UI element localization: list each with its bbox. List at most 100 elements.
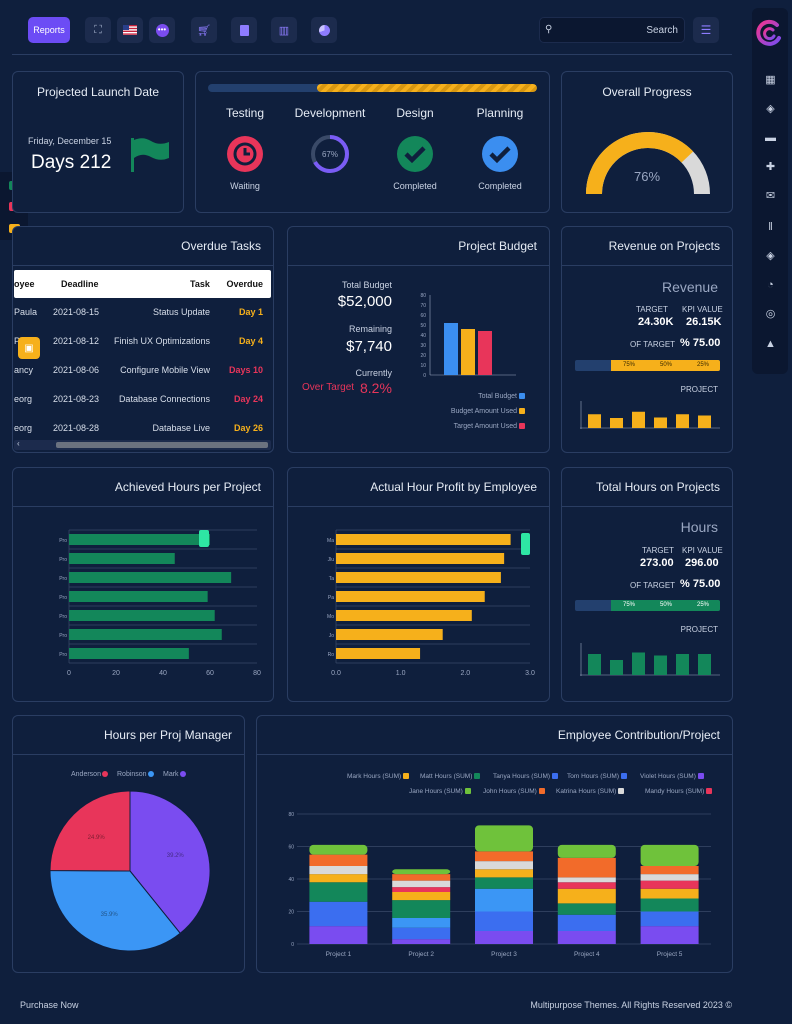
x-tick: Project 1 <box>326 951 352 958</box>
stack-segment <box>309 844 368 855</box>
revenue-sparkbars <box>580 401 720 429</box>
legend-dot <box>179 771 186 778</box>
revenue-project-label: PROJECT <box>680 385 718 394</box>
overall-gauge <box>586 132 710 195</box>
contribution-legend-item: Violet Hours (SUM) <box>640 773 704 780</box>
stack-segment <box>640 844 699 866</box>
x-tick: Project 4 <box>574 951 600 958</box>
lock-icon[interactable]: ◎ <box>765 308 776 320</box>
cube-icon[interactable]: ◈ <box>766 103 775 115</box>
over-target-label: Over Target <box>302 382 355 393</box>
legend-label: Katrina Hours (SUM) <box>556 788 617 795</box>
legend-dot <box>147 771 154 778</box>
legend-swatch <box>403 773 410 780</box>
stack-segment <box>640 874 699 881</box>
stack-segment <box>557 931 616 944</box>
contribution-card: Employee Contribution/Project Mark Hours… <box>256 715 733 973</box>
hours-target-label: TARGET <box>642 546 674 555</box>
dashboard-icon[interactable]: ▦ <box>765 74 776 86</box>
floating-action-button[interactable]: ▣ <box>18 337 40 359</box>
card-divider <box>13 265 273 266</box>
stack-segment <box>557 914 616 931</box>
stack-segment <box>640 888 699 899</box>
budget-legend-item: Budget Amount Used <box>451 408 525 415</box>
contribution-title: Employee Contribution/Project <box>557 728 720 742</box>
overall-progress-title: Overall Progress <box>602 85 692 99</box>
hbar <box>336 648 421 659</box>
stage-name: Development <box>294 106 366 120</box>
fullscreen-button[interactable]: ⛶ <box>85 17 111 43</box>
spark-bar <box>654 417 667 428</box>
cell-employee: eorg <box>14 423 33 433</box>
hours-of-target-label: OF TARGET <box>630 581 676 590</box>
budget-legend-item: Total Budget <box>478 393 525 400</box>
menu-button[interactable]: ☰ <box>693 17 719 43</box>
layout-button[interactable]: ▥ <box>271 17 297 43</box>
pm-legend-item: Mark <box>163 771 186 778</box>
scroll-left-icon[interactable]: ‹ <box>17 439 20 448</box>
x-tick: 3.0 <box>525 670 535 676</box>
y-tick: 0 <box>291 942 294 948</box>
total-hours-title: Total Hours on Projects <box>595 480 720 494</box>
contribution-legend-item: Katrina Hours (SUM) <box>556 788 625 795</box>
table-scrollbar[interactable]: ‹ <box>14 439 271 450</box>
x-tick: 1.0 <box>396 670 406 676</box>
reports-button[interactable]: Reports <box>28 17 70 43</box>
library-icon[interactable]: ‖ <box>768 221 773 233</box>
hbar <box>336 629 443 640</box>
legend-swatch <box>519 393 525 400</box>
hours-segment-bar: 75% 50% 25% <box>575 600 720 611</box>
overdue-tasks-title: Overdue Tasks <box>181 239 261 253</box>
stack-segment <box>640 911 699 927</box>
currently-label: Currently <box>355 368 392 378</box>
contribution-legend-item: John Hours (SUM) <box>483 788 545 795</box>
right-rail: ▦ ◈ ▬ ✚ ✉ ‖ ◈ ◔ ◎ ▲ <box>752 8 788 374</box>
legend-label: Robinson <box>117 771 147 778</box>
hour-profit-chart: Ma Jlu Ta Pa Mo Jo Ro 0.0 1.0 2.0 3.0 <box>327 529 535 676</box>
spark-bar <box>632 652 645 675</box>
table-row: Paula 2021-08-15 Status Update Day 1 <box>14 307 271 321</box>
scrollbar-thumb[interactable] <box>56 442 268 448</box>
box-icon[interactable]: ◈ <box>766 250 775 262</box>
over-target-value: 8.2% <box>360 380 392 396</box>
spark-bar <box>588 414 601 428</box>
cart-button[interactable]: 🛒︎ <box>191 17 217 43</box>
globe-icon[interactable]: ◔ <box>767 279 774 291</box>
y-tick: 20 <box>420 353 426 359</box>
document-button[interactable] <box>231 17 257 43</box>
card-divider <box>288 506 549 507</box>
budget-chart: 0 10 20 30 40 50 60 70 80 <box>420 293 516 379</box>
pie-slice <box>129 790 211 934</box>
stack-segment <box>557 882 616 889</box>
cell-deadline: 2021-08-12 <box>53 336 100 346</box>
contribution-legend-item: Matt Hours (SUM) <box>420 773 481 780</box>
budget-legend-item: Target Amount Used <box>454 423 525 430</box>
legend-swatch <box>697 773 704 780</box>
legend-swatch <box>618 788 625 795</box>
puzzle-icon[interactable]: ✚ <box>765 161 776 173</box>
search-icon: ⚲ <box>545 24 553 35</box>
hbar <box>69 572 232 583</box>
segment-50: 50% <box>660 362 673 368</box>
x-tick: 0.0 <box>331 670 341 676</box>
mail-icon[interactable]: ✉ <box>765 190 776 202</box>
purchase-link[interactable]: Purchase Now <box>20 1000 79 1010</box>
chat-icon: ••• <box>155 23 169 37</box>
stack-segment <box>475 861 533 870</box>
chart-button[interactable] <box>311 17 337 43</box>
folder-icon[interactable]: ▬ <box>765 132 776 144</box>
y-tick: 60 <box>420 313 426 319</box>
stage-name: Design <box>396 106 434 120</box>
search-input[interactable]: ⚲ Search <box>539 17 685 43</box>
check-icon <box>397 136 433 172</box>
card-divider <box>257 754 732 755</box>
stack-segment <box>640 926 699 944</box>
remaining-label: Remaining <box>348 324 392 334</box>
chat-button[interactable]: ••• <box>149 17 175 43</box>
legend-swatch <box>552 773 559 780</box>
x-tick: 2.0 <box>460 670 470 676</box>
language-button[interactable] <box>117 17 143 43</box>
warning-icon[interactable]: ▲ <box>765 338 776 350</box>
budget-bar <box>444 323 458 375</box>
achieved-hours-card: Achieved Hours per Project Pro Pro Pro Pro P… <box>12 467 274 702</box>
